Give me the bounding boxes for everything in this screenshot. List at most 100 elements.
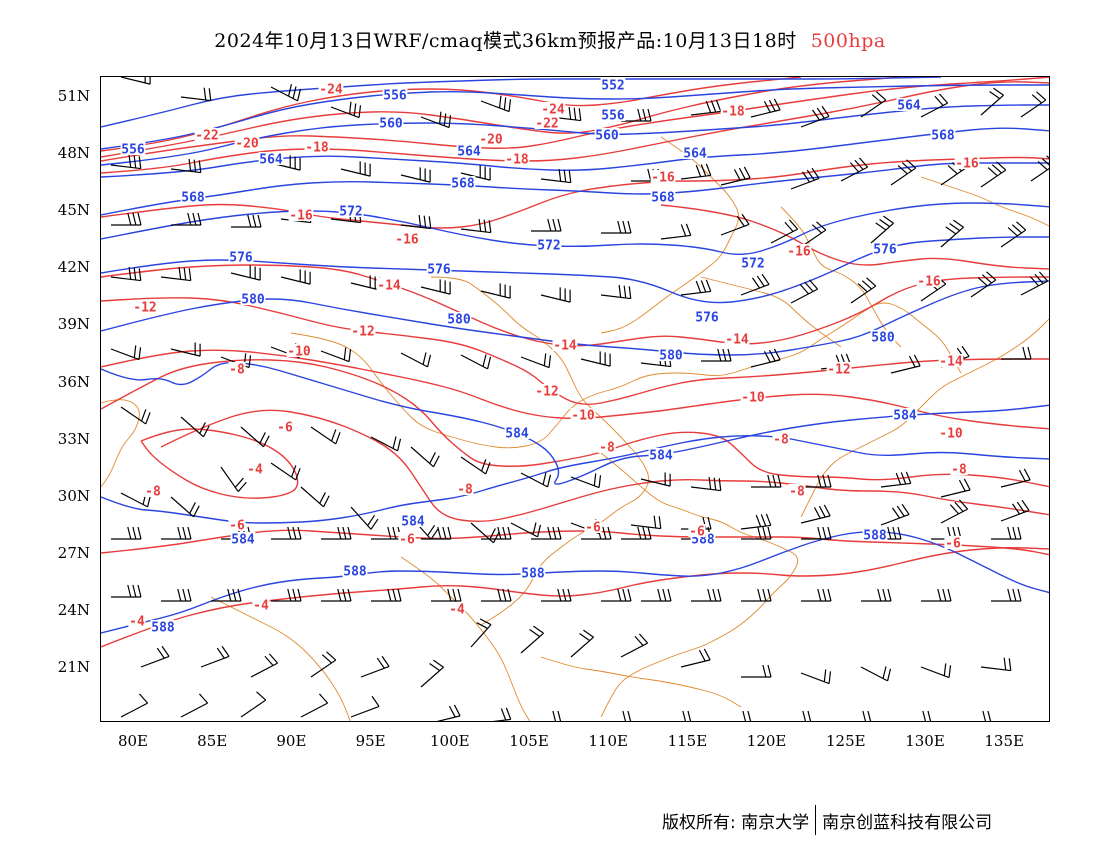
height-contour — [101, 104, 1049, 166]
wind-barb — [270, 83, 302, 102]
contour-label-bg — [584, 520, 602, 533]
wind-barb — [922, 710, 932, 721]
contour-label: 584 — [505, 427, 529, 442]
wind-barb — [460, 219, 492, 234]
map-frame[interactable]: 552 556 556 556 560 560 564 564 564 564 568 568 568 5… — [100, 76, 1050, 722]
height-contour — [101, 127, 1049, 178]
contour-label: 564 — [683, 147, 707, 162]
contour-label: -6 — [689, 525, 705, 540]
wind-barb — [420, 659, 444, 688]
contour-label-bg — [740, 390, 766, 403]
contour-label: 572 — [537, 239, 560, 254]
wind-barb — [750, 98, 781, 118]
latitude-tick-label: 21N — [57, 658, 90, 676]
boundary-line — [540, 656, 742, 708]
wind-barb — [621, 526, 652, 540]
contour-label-bg — [304, 140, 330, 153]
wind-barb — [240, 691, 267, 718]
wind-barb — [270, 462, 301, 481]
wind-barb — [940, 478, 971, 498]
chart-title: 2024年10月13日WRF/cmaq模式36km预报产品:10月13日18时 5… — [0, 26, 1100, 53]
wind-barb — [370, 436, 402, 452]
wind-barb — [800, 669, 832, 685]
contour-label-bg — [724, 332, 750, 345]
wind-barb — [640, 472, 671, 487]
contour-label: -16 — [955, 157, 979, 172]
wind-barb — [690, 99, 722, 116]
contour-label: -4 — [247, 463, 263, 478]
contour-label: 576 — [229, 251, 253, 266]
contour-label: -6 — [399, 533, 415, 548]
footer-separator — [815, 805, 817, 835]
contour-label-bg — [478, 132, 504, 145]
latitude-tick-label: 45N — [57, 201, 90, 220]
contour-label: 588 — [521, 567, 545, 582]
wind-barb — [970, 271, 997, 298]
contour-label-bg — [228, 250, 254, 263]
wind-barb — [621, 108, 652, 122]
contour-label: 560 — [379, 117, 403, 132]
wind-barb — [300, 486, 330, 508]
temperature-contour — [101, 81, 1049, 174]
wind-barb — [991, 526, 1022, 540]
wind-barb — [171, 212, 202, 226]
wind-barb — [921, 588, 952, 602]
boundary-line — [101, 399, 140, 488]
contour-label-bg — [350, 324, 376, 337]
wind-barb — [350, 275, 381, 291]
wind-barb — [320, 347, 352, 363]
temperature-contours — [101, 77, 1049, 648]
wind-barb — [531, 526, 562, 540]
wind-barb — [991, 588, 1022, 602]
contour-label: -14 — [553, 339, 577, 354]
contour-label: -8 — [229, 363, 245, 378]
height-contour — [101, 361, 1049, 485]
wind-barb — [111, 212, 142, 226]
contour-label: -24 — [541, 103, 565, 118]
wind-barb — [800, 504, 831, 524]
wind-barb — [240, 426, 270, 448]
contour-label: -10 — [939, 427, 963, 442]
temperature-contour — [660, 204, 1049, 270]
contour-label-bg — [258, 152, 284, 165]
wind-barb — [1000, 468, 1031, 488]
longitude-tick-label: 130E — [905, 732, 945, 750]
wind-barb — [350, 695, 380, 718]
contour-label-bg — [892, 408, 918, 421]
pressure-level-label: 500hpa — [810, 30, 886, 52]
contour-label-bg — [896, 98, 922, 111]
contour-label-bg — [540, 102, 566, 115]
wind-barb — [540, 287, 571, 303]
wind-barb — [360, 655, 390, 678]
contour-label-bg — [180, 190, 206, 203]
contour-label: 556 — [601, 109, 625, 124]
contour-label-bg — [598, 440, 616, 453]
copyright-owner: 版权所有: 南京大学 — [662, 813, 810, 833]
wind-barb — [682, 710, 692, 721]
wind-barb — [310, 426, 341, 445]
contour-label-bg — [682, 146, 708, 159]
wind-barb — [862, 710, 872, 721]
contour-label: -6 — [277, 421, 293, 436]
contour-label: -16 — [917, 275, 941, 290]
wind-barb — [460, 165, 491, 181]
contour-label-bg — [394, 232, 420, 245]
contour-label-bg — [694, 310, 720, 323]
contour-label: 584 — [401, 515, 425, 530]
wind-barb — [801, 526, 832, 540]
wind-barb — [741, 526, 772, 540]
wind-barb — [300, 693, 329, 718]
longitude-tick-label: 105E — [509, 732, 549, 750]
wind-barb — [541, 588, 572, 602]
contour-label: 580 — [241, 293, 265, 308]
wind-barb — [570, 629, 594, 658]
wind-barb — [211, 588, 242, 602]
wind-barb — [980, 87, 1004, 116]
wind-barb — [480, 283, 511, 299]
contour-label: -10 — [287, 345, 311, 360]
contour-label-bg — [826, 362, 852, 375]
weather-map-canvas[interactable]: 552 556 556 556 560 560 564 564 564 564 568 568 568 5… — [101, 77, 1050, 722]
wind-barb — [110, 267, 142, 282]
contour-label: -18 — [721, 105, 745, 120]
contour-label-bg — [950, 462, 968, 475]
